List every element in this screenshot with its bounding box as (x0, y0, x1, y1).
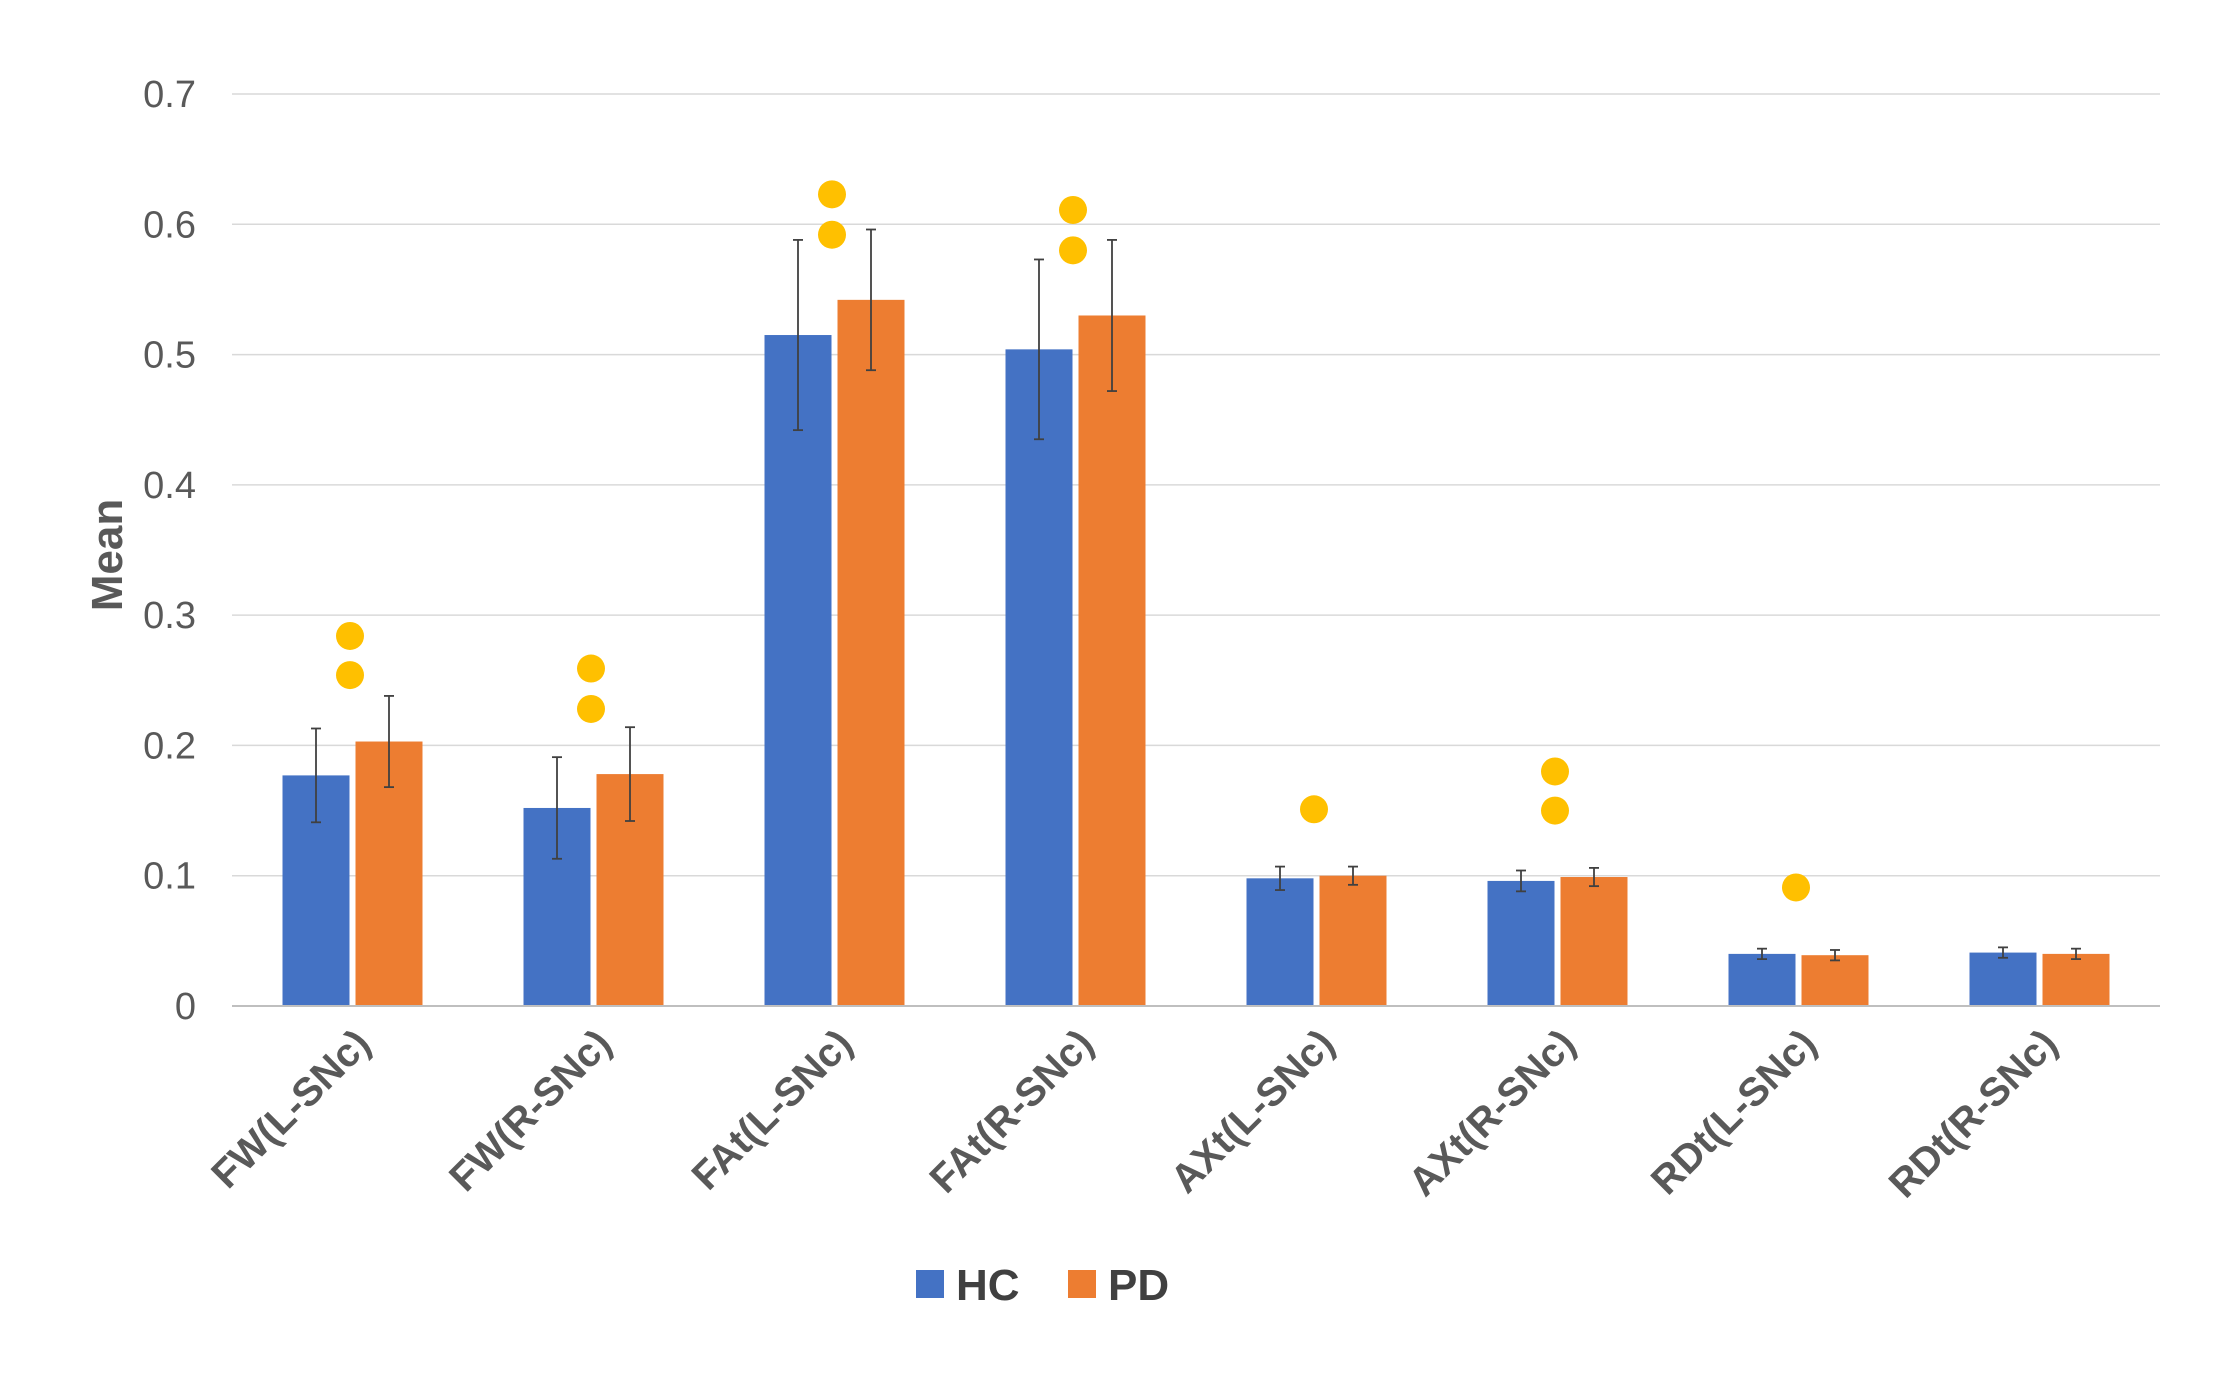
legend-swatch-hc (916, 1270, 944, 1298)
category-label: FW(L-SNc) (203, 1021, 379, 1197)
bars (282, 299, 2110, 1006)
category-labels: FW(L-SNc) FW(R-SNc) FAt(L-SNc) FAt(R-SNc) AX… (203, 1021, 2066, 1206)
category-label: FAt(R-SNc) (921, 1021, 1101, 1201)
bar-hc (1487, 880, 1555, 1006)
bar-pd (2042, 953, 2110, 1006)
y-axis-title: Mean (83, 499, 132, 611)
legend-label-pd: PD (1108, 1261, 1169, 1310)
significance-dot (1059, 236, 1087, 265)
bar-hc (1969, 952, 2037, 1006)
y-tick-label: 0.5 (143, 335, 196, 377)
bar-hc (764, 335, 832, 1006)
bar-pd (1560, 877, 1628, 1006)
legend-swatch-pd (1068, 1270, 1096, 1298)
category-label: AXt(R-SNc) (1400, 1021, 1584, 1205)
significance-dot (1059, 195, 1087, 224)
significance-dot (577, 694, 605, 723)
y-tick-label: 0.3 (143, 595, 196, 637)
bar-hc (1246, 878, 1314, 1006)
bar-pd (1319, 875, 1387, 1006)
y-tick-label: 0.4 (143, 465, 196, 507)
y-tick-label: 0.1 (143, 856, 196, 898)
bar-pd (837, 299, 905, 1006)
significance-dot (1541, 796, 1569, 825)
legend-label-hc: HC (956, 1261, 1020, 1310)
category-label: RDt(R-SNc) (1881, 1021, 2066, 1206)
significance-dot (818, 220, 846, 249)
y-tick-label: 0 (175, 986, 196, 1028)
significance-dot (336, 621, 364, 650)
category-label: FW(R-SNc) (441, 1021, 620, 1200)
category-label: RDt(L-SNc) (1643, 1021, 1825, 1203)
gridlines (232, 93, 2160, 877)
category-label: AXt(L-SNc) (1162, 1021, 1342, 1201)
legend: HC PD (916, 1261, 1169, 1310)
significance-dot (1541, 757, 1569, 786)
bar-hc (1005, 349, 1073, 1006)
y-tick-label: 0.7 (143, 74, 196, 116)
significance-markers (336, 180, 1810, 902)
category-label: FAt(L-SNc) (684, 1021, 861, 1198)
y-tick-label: 0.2 (143, 725, 196, 767)
significance-dot (1782, 873, 1810, 902)
error-bars (311, 228, 2081, 962)
bar-hc (1728, 953, 1796, 1006)
significance-dot (1300, 795, 1328, 824)
y-tick-label: 0.6 (143, 204, 196, 246)
significance-dot (577, 654, 605, 683)
y-axis-ticks: 0 0.1 0.2 0.3 0.4 0.5 0.6 0.7 (143, 74, 196, 1028)
significance-dot (336, 661, 364, 690)
bar-pd (1078, 315, 1146, 1006)
bar-pd (1801, 955, 1869, 1006)
significance-dot (818, 180, 846, 209)
